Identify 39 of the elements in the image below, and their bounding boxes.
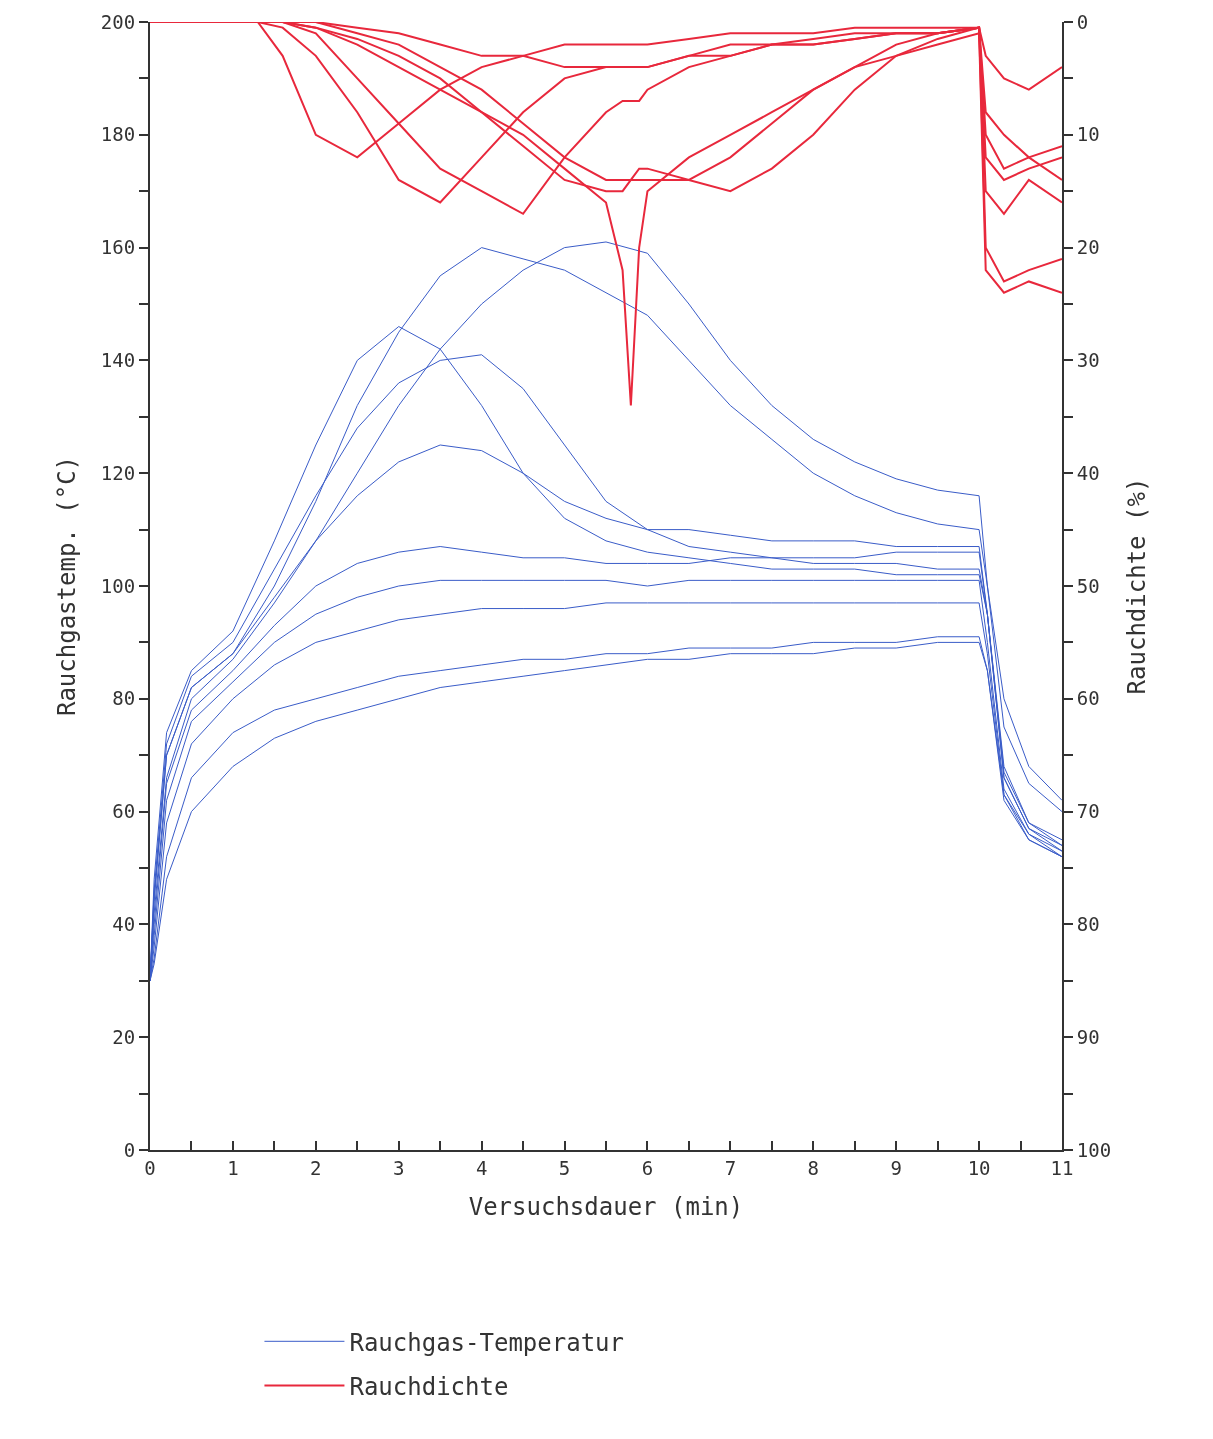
y2-axis-title: Rauchdichte (%)	[1122, 477, 1151, 695]
y-tick-label: 20	[112, 1025, 136, 1048]
y2-tick-label: 80	[1076, 913, 1100, 936]
x-tick-label: 2	[310, 1156, 322, 1179]
y2-tick-label: 60	[1076, 687, 1100, 710]
y2-tick-label: 0	[1076, 10, 1089, 33]
y2-tick-label: 70	[1076, 800, 1100, 823]
y2-tick-label: 10	[1076, 123, 1100, 146]
y2-tick-label: 30	[1076, 349, 1100, 372]
legend-label: Rauchgas-Temperatur	[349, 1328, 624, 1357]
x-tick-label: 6	[641, 1156, 654, 1179]
y-tick-label: 40	[112, 913, 136, 936]
y2-tick-label: 40	[1076, 461, 1100, 484]
x-tick-label: 0	[144, 1156, 156, 1179]
y2-tick-label: 90	[1076, 1025, 1100, 1048]
x-axis-title: Versuchsdauer (min)	[468, 1192, 744, 1221]
y2-tick-label: 20	[1076, 236, 1100, 259]
x-tick-label: 1	[227, 1156, 239, 1179]
y-tick-label: 0	[123, 1138, 136, 1161]
y-tick-label: 200	[100, 10, 136, 33]
x-tick-label: 3	[393, 1156, 405, 1179]
y-tick-label: 120	[100, 461, 136, 484]
y2-tick-label: 100	[1076, 1138, 1112, 1161]
x-tick-label: 9	[890, 1156, 902, 1179]
x-tick-label: 10	[967, 1156, 991, 1179]
y2-tick-label: 50	[1076, 574, 1100, 597]
y-tick-label: 60	[112, 800, 136, 823]
legend-label: Rauchdichte	[349, 1372, 509, 1401]
y-axis-title: Rauchgastemp. (°C)	[53, 455, 82, 717]
x-tick-label: 7	[724, 1156, 737, 1179]
y-tick-label: 100	[100, 574, 136, 597]
x-tick-label: 8	[807, 1156, 819, 1179]
y-tick-label: 140	[100, 349, 136, 372]
y-tick-label: 160	[100, 236, 136, 259]
x-tick-label: 5	[558, 1156, 571, 1179]
y-tick-label: 180	[100, 123, 136, 146]
x-tick-label: 11	[1050, 1156, 1074, 1179]
x-tick-label: 4	[475, 1156, 488, 1179]
y-tick-label: 80	[112, 687, 136, 710]
